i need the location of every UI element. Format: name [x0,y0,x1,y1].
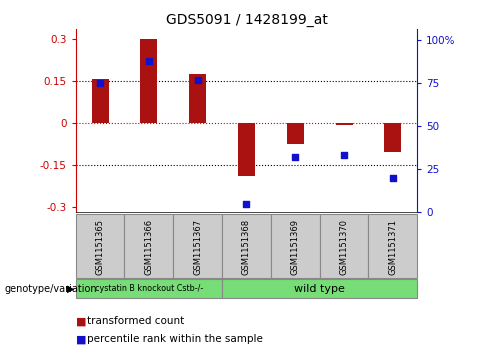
Bar [173,214,222,278]
Text: ▶: ▶ [67,284,75,294]
Text: GSM1151366: GSM1151366 [144,219,153,275]
Text: GSM1151370: GSM1151370 [340,219,348,275]
Text: cystatin B knockout Cstb-/-: cystatin B knockout Cstb-/- [95,284,203,293]
Bar [124,214,173,278]
Bar [368,214,417,278]
Text: ■: ■ [76,316,86,326]
Text: percentile rank within the sample: percentile rank within the sample [87,334,263,344]
Text: GSM1151371: GSM1151371 [388,219,397,275]
Bar [320,214,368,278]
Bar [189,74,206,123]
Title: GDS5091 / 1428199_at: GDS5091 / 1428199_at [165,13,327,26]
Bar [141,39,157,123]
Bar [385,123,402,152]
Bar [76,214,124,278]
Point [291,154,299,160]
Text: GSM1151365: GSM1151365 [96,219,104,275]
Bar [222,214,271,278]
Bar [336,123,353,125]
Text: ■: ■ [76,334,86,344]
Text: GSM1151369: GSM1151369 [291,219,300,275]
Text: transformed count: transformed count [87,316,184,326]
Text: GSM1151367: GSM1151367 [193,219,202,275]
Bar [287,123,304,144]
Point [340,152,348,158]
Bar [271,214,320,278]
Bar [222,279,417,298]
Bar [76,279,222,298]
Text: wild type: wild type [294,284,345,294]
Point [145,58,153,64]
Point [389,175,397,181]
Point [194,77,202,82]
Point [96,80,104,86]
Text: genotype/variation: genotype/variation [5,284,98,294]
Bar [238,123,255,176]
Bar [92,79,108,123]
Text: GSM1151368: GSM1151368 [242,219,251,275]
Point [243,201,250,207]
